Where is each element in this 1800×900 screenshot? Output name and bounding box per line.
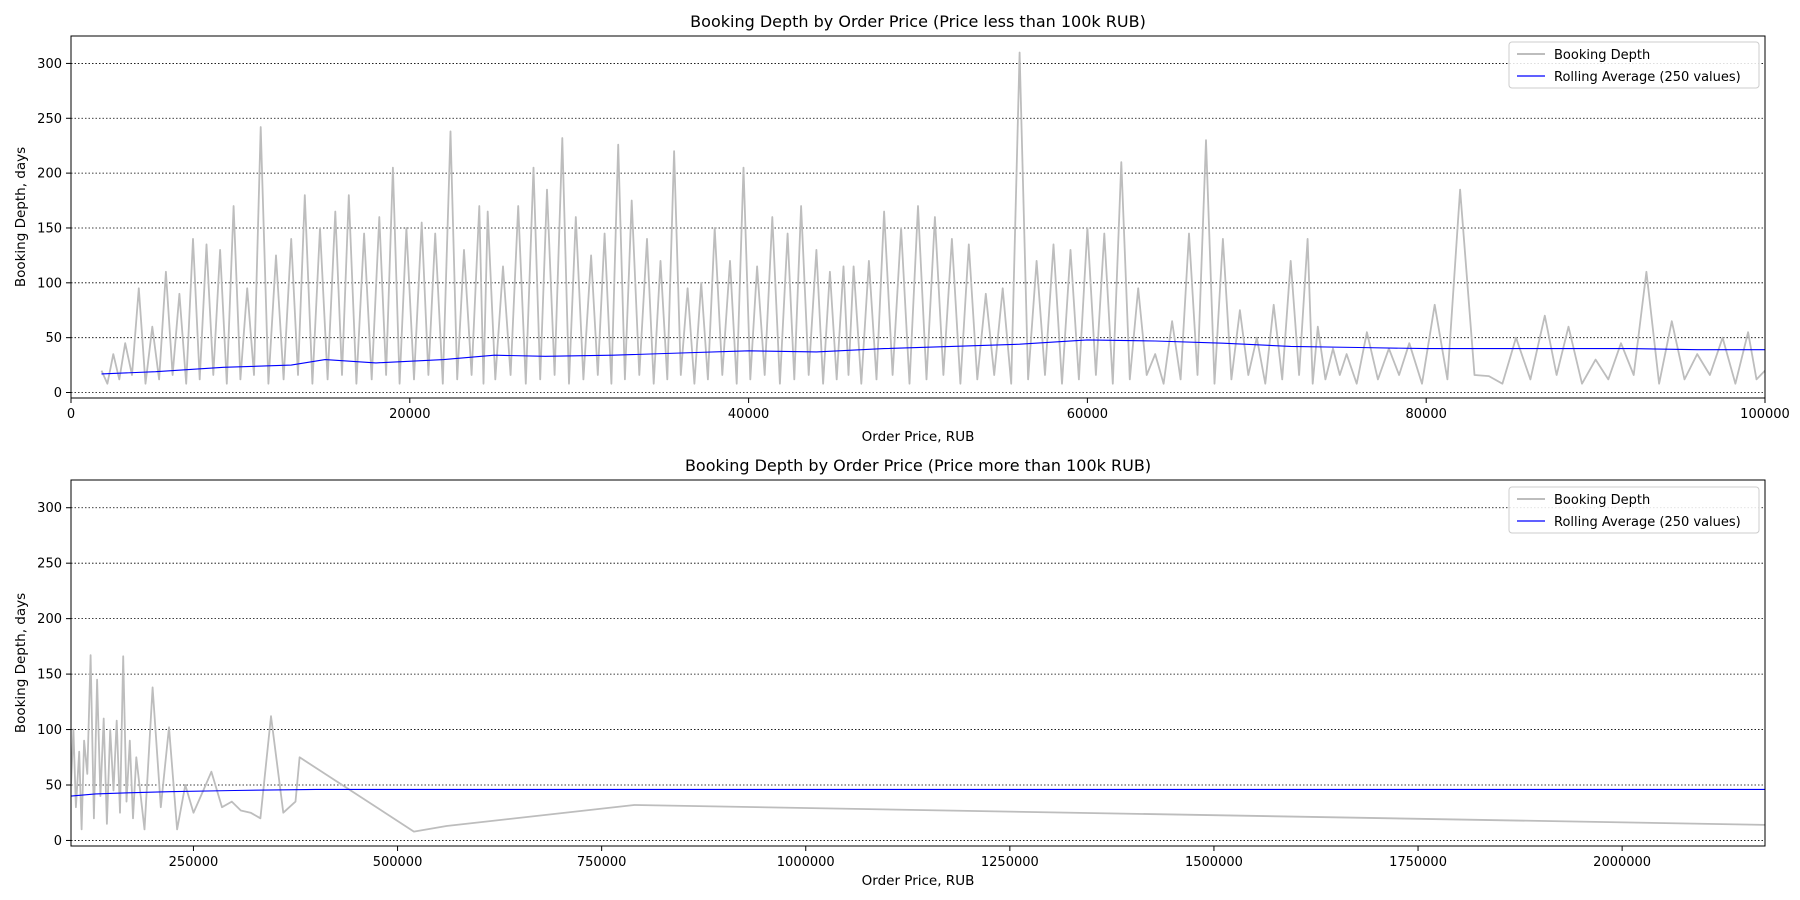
y-axis-label: Booking Depth, days — [13, 593, 29, 733]
x-tick-label: 40000 — [728, 407, 769, 422]
x-axis-ticks: 0 20000 40000 60000 80000 100000 — [67, 398, 1790, 422]
legend-label-booking-depth: Booking Depth — [1554, 48, 1650, 63]
y-tick-label: 0 — [54, 386, 62, 401]
y-tick-label: 200 — [37, 612, 62, 627]
y-tick-label: 50 — [45, 331, 62, 346]
legend: Booking Depth Rolling Average (250 value… — [1508, 41, 1760, 89]
x-tick-label: 2000000 — [1593, 855, 1651, 870]
y-tick-label: 250 — [37, 112, 62, 127]
x-tick-label: 750000 — [577, 855, 627, 870]
plot-area — [71, 654, 1765, 833]
x-tick-label: 250000 — [169, 855, 219, 870]
x-tick-label: 100000 — [1740, 407, 1790, 422]
y-tick-label: 150 — [37, 668, 62, 683]
x-axis-ticks: 250000 500000 750000 1000000 1250000 1500000 1… — [169, 846, 1651, 870]
chart-top: Booking Depth by Order Price (Price less… — [13, 12, 1790, 445]
y-gridlines — [71, 63, 1765, 393]
series-line-booking-depth — [100, 51, 1765, 385]
x-tick-label: 0 — [67, 407, 75, 422]
x-tick-label: 1000000 — [777, 855, 835, 870]
y-tick-label: 150 — [37, 221, 62, 236]
y-tick-label: 0 — [54, 834, 62, 849]
y-tick-label: 200 — [37, 167, 62, 182]
y-tick-label: 100 — [37, 723, 62, 738]
series-line-rolling-average — [101, 339, 1765, 375]
legend-box — [1508, 486, 1760, 534]
x-tick-label: 1500000 — [1185, 855, 1243, 870]
y-axis-ticks: 0 50 100 150 200 250 300 — [37, 501, 71, 849]
x-tick-label: 60000 — [1067, 407, 1108, 422]
series-line-rolling-average — [71, 788, 1765, 797]
axes-frame — [70, 35, 1766, 399]
x-axis-label: Order Price, RUB — [862, 429, 975, 445]
x-tick-label: 1250000 — [981, 855, 1039, 870]
y-tick-label: 250 — [37, 557, 62, 572]
series-line-booking-depth — [71, 654, 1765, 833]
legend-label-booking-depth: Booking Depth — [1554, 493, 1650, 508]
chart-title: Booking Depth by Order Price (Price less… — [690, 12, 1146, 31]
y-tick-label: 50 — [45, 779, 62, 794]
legend-label-rolling-average: Rolling Average (250 values) — [1554, 70, 1741, 85]
y-tick-label: 300 — [37, 57, 62, 72]
legend-label-rolling-average: Rolling Average (250 values) — [1554, 515, 1741, 530]
legend-box — [1508, 41, 1760, 89]
legend: Booking Depth Rolling Average (250 value… — [1508, 486, 1760, 534]
y-tick-label: 100 — [37, 276, 62, 291]
x-tick-label: 20000 — [389, 407, 430, 422]
x-tick-label: 1750000 — [1389, 855, 1447, 870]
chart-bottom: Booking Depth by Order Price (Price more… — [13, 456, 1766, 889]
plot-area — [100, 51, 1765, 385]
chart-title: Booking Depth by Order Price (Price more… — [685, 456, 1151, 475]
x-tick-label: 80000 — [1406, 407, 1447, 422]
axes-frame — [70, 479, 1766, 847]
x-axis-label: Order Price, RUB — [862, 873, 975, 889]
y-tick-label: 300 — [37, 501, 62, 516]
y-gridlines — [71, 507, 1765, 841]
y-axis-ticks: 0 50 100 150 200 250 300 — [37, 57, 71, 401]
x-tick-label: 500000 — [373, 855, 423, 870]
y-axis-label: Booking Depth, days — [13, 147, 29, 287]
